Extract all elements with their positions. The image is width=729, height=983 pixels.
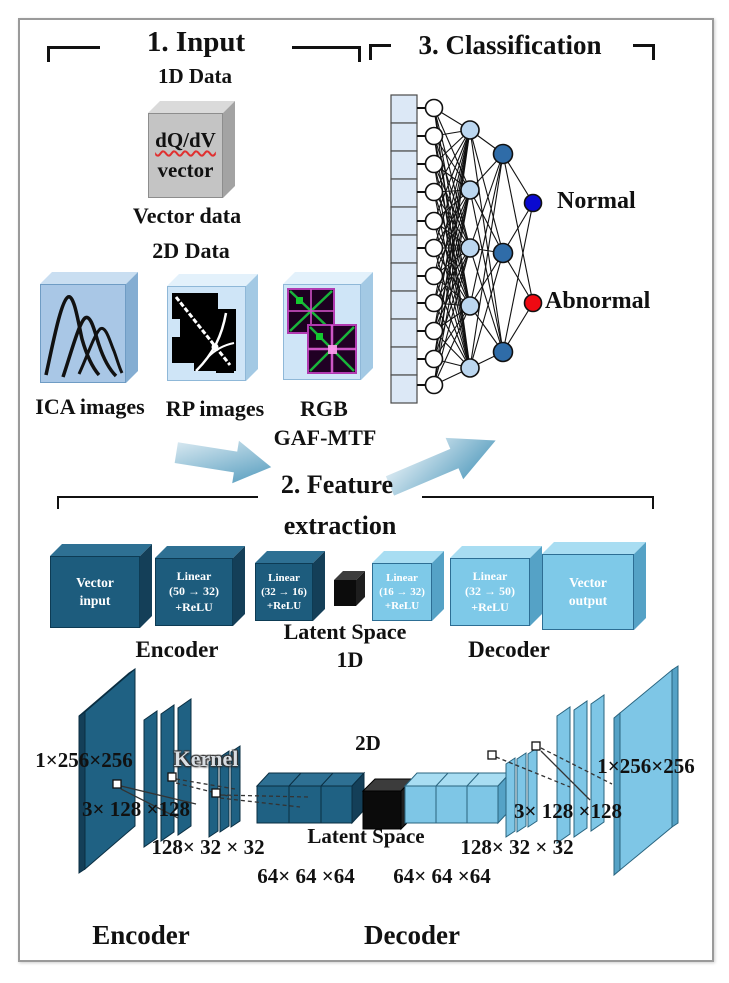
- normal-label: Normal: [557, 188, 636, 214]
- rgb-label: RGB: [300, 396, 348, 421]
- block-label: Linear: [472, 568, 508, 583]
- block-label: Linear: [386, 571, 418, 584]
- dqdv-label: dQ/dV: [155, 128, 216, 152]
- dec-dim-3x128x128: 3× 128 ×128: [514, 799, 622, 823]
- cube-side-face: [126, 272, 138, 383]
- dec-dim-128x32x32: 128× 32 × 32: [460, 835, 574, 859]
- rgb-gaf-mtf-cube: [283, 272, 373, 380]
- input-bracket-left: [47, 46, 100, 62]
- vector-output-block: Vector output: [542, 542, 646, 630]
- input-bracket-right: [292, 46, 361, 62]
- cube-side-face: [361, 272, 373, 380]
- vector-input-block: Vector input: [50, 544, 152, 628]
- section-title-classification: 3. Classification: [418, 30, 602, 60]
- ica-images-cube: [40, 272, 138, 383]
- cube-side-face: [432, 551, 444, 621]
- cube-side-face: [356, 571, 365, 606]
- dec-dim-1x256x256: 1×256×256: [597, 754, 695, 778]
- latent-2d-sub: 2D: [355, 731, 381, 755]
- enc-dim-64x64x64: 64× 64 ×64: [257, 864, 355, 888]
- decoder-2d-label: Decoder: [364, 920, 460, 950]
- cube-side-face: [313, 551, 325, 621]
- cube-top-face: [542, 542, 646, 554]
- abnormal-label: Abnormal: [545, 288, 651, 314]
- latent-space-2d-label: Latent Space: [307, 824, 425, 848]
- rp-images-cube: [167, 274, 258, 381]
- cube-side-face: [140, 544, 152, 628]
- block-label: Linear: [268, 571, 300, 584]
- cube-top-face: [450, 546, 542, 558]
- linear-32-16-block: Linear (32 → 16) +ReLU: [255, 551, 325, 621]
- cube-top-face: [155, 546, 245, 558]
- rp-pattern-art: [172, 293, 236, 373]
- ica-curves-art: [44, 295, 124, 378]
- data-2d-label: 2D Data: [152, 238, 230, 263]
- cube-top-face: [167, 274, 258, 286]
- block-label: Vector: [569, 575, 607, 591]
- block-label: (50 → 32): [169, 584, 219, 599]
- cube-top-face: [255, 551, 325, 563]
- figure-border: [18, 18, 714, 962]
- block-label: +ReLU: [384, 600, 420, 613]
- linear-32-50-block: Linear (32 → 50) +ReLU: [450, 546, 542, 626]
- feature-bracket-left: [57, 496, 258, 509]
- enc-dim-3x128x128: 3× 128 ×128: [82, 797, 190, 821]
- latent-space-1d-label: Latent Space: [283, 619, 407, 644]
- rp-images-label: RP images: [165, 396, 265, 421]
- latent-1d-cube: [334, 571, 365, 606]
- latent-space-1d-sub: 1D: [336, 647, 364, 672]
- feature-bracket-right: [422, 496, 654, 509]
- block-label: (32 → 16): [261, 585, 307, 598]
- cube-side-face: [634, 542, 646, 630]
- decoder-1d-label: Decoder: [468, 637, 550, 662]
- classification-bracket-right: [633, 44, 655, 60]
- linear-16-32-block: Linear (16 → 32) +ReLU: [372, 551, 444, 621]
- data-1d-label: 1D Data: [157, 64, 233, 88]
- gaf-mtf-label: GAF-MTF: [273, 425, 377, 450]
- block-label: input: [79, 593, 111, 608]
- vector-data-caption: Vector data: [132, 203, 242, 228]
- linear-50-32-block: Linear (50 → 32) +ReLU: [155, 546, 245, 626]
- block-label: +ReLU: [175, 599, 213, 614]
- block-label: output: [568, 593, 608, 608]
- vector-label: vector: [157, 158, 214, 182]
- kernel-label: Kernel: [173, 746, 239, 771]
- cube-side-face: [223, 101, 235, 198]
- cube-top-face: [148, 101, 235, 113]
- dqdv-vector-cube: dQ/dV vector: [148, 101, 235, 198]
- ica-images-label: ICA images: [35, 394, 145, 419]
- cube-top-face: [50, 544, 152, 556]
- block-label: Linear: [176, 568, 212, 583]
- gaf-mtf-art: [287, 288, 357, 374]
- classification-bracket-left: [369, 44, 391, 60]
- cube-top-face: [372, 551, 444, 563]
- block-label: +ReLU: [471, 599, 509, 614]
- block-label: (32 → 50): [465, 584, 515, 599]
- enc-dim-128x32x32: 128× 32 × 32: [151, 835, 265, 859]
- block-label: Vector: [76, 575, 114, 591]
- section-title-feature-line1: 2. Feature: [280, 470, 394, 499]
- section-title-feature-line2: extraction: [283, 511, 397, 540]
- cube-side-face: [233, 546, 245, 626]
- cube-top-face: [334, 571, 365, 580]
- section-title-input: 1. Input: [146, 26, 246, 58]
- cube-top-face: [40, 272, 138, 284]
- encoder-2d-label: Encoder: [92, 920, 190, 950]
- block-label: +ReLU: [266, 600, 302, 613]
- enc-dim-1x256x256: 1×256×256: [35, 748, 133, 772]
- cube-top-face: [283, 272, 373, 284]
- cube-side-face: [530, 546, 542, 626]
- cube-side-face: [246, 274, 258, 381]
- dec-dim-64x64x64: 64× 64 ×64: [393, 864, 491, 888]
- encoder-1d-label: Encoder: [135, 637, 219, 662]
- block-label: (16 → 32): [379, 585, 425, 598]
